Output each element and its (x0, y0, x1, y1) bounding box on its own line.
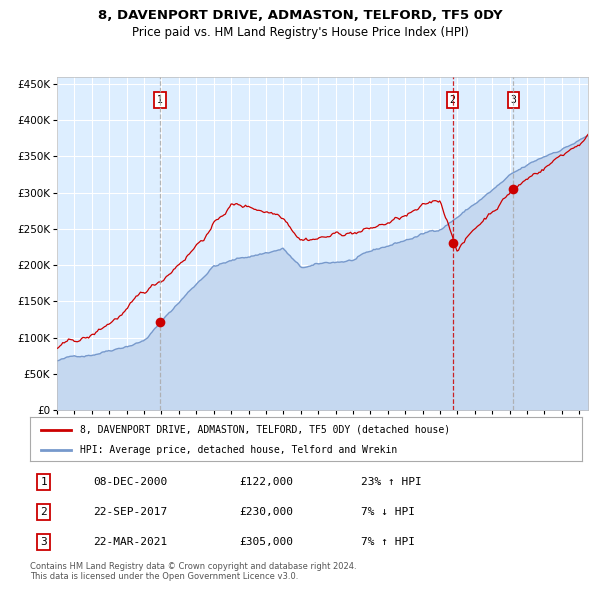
Text: Price paid vs. HM Land Registry's House Price Index (HPI): Price paid vs. HM Land Registry's House … (131, 26, 469, 39)
Text: £305,000: £305,000 (240, 537, 294, 547)
Text: £230,000: £230,000 (240, 507, 294, 517)
Text: 22-SEP-2017: 22-SEP-2017 (94, 507, 168, 517)
Text: HPI: Average price, detached house, Telford and Wrekin: HPI: Average price, detached house, Telf… (80, 445, 397, 455)
Text: 3: 3 (40, 537, 47, 547)
Text: Contains HM Land Registry data © Crown copyright and database right 2024.
This d: Contains HM Land Registry data © Crown c… (30, 562, 356, 581)
Text: 8, DAVENPORT DRIVE, ADMASTON, TELFORD, TF5 0DY (detached house): 8, DAVENPORT DRIVE, ADMASTON, TELFORD, T… (80, 425, 450, 434)
Text: 1: 1 (40, 477, 47, 487)
Text: 8, DAVENPORT DRIVE, ADMASTON, TELFORD, TF5 0DY: 8, DAVENPORT DRIVE, ADMASTON, TELFORD, T… (98, 9, 502, 22)
Text: 3: 3 (511, 95, 517, 105)
Text: 7% ↓ HPI: 7% ↓ HPI (361, 507, 415, 517)
Text: 08-DEC-2000: 08-DEC-2000 (94, 477, 168, 487)
Text: 1: 1 (157, 95, 163, 105)
Text: 23% ↑ HPI: 23% ↑ HPI (361, 477, 422, 487)
Text: 22-MAR-2021: 22-MAR-2021 (94, 537, 168, 547)
Text: 2: 2 (449, 95, 455, 105)
Text: 2: 2 (40, 507, 47, 517)
Text: 7% ↑ HPI: 7% ↑ HPI (361, 537, 415, 547)
Text: £122,000: £122,000 (240, 477, 294, 487)
